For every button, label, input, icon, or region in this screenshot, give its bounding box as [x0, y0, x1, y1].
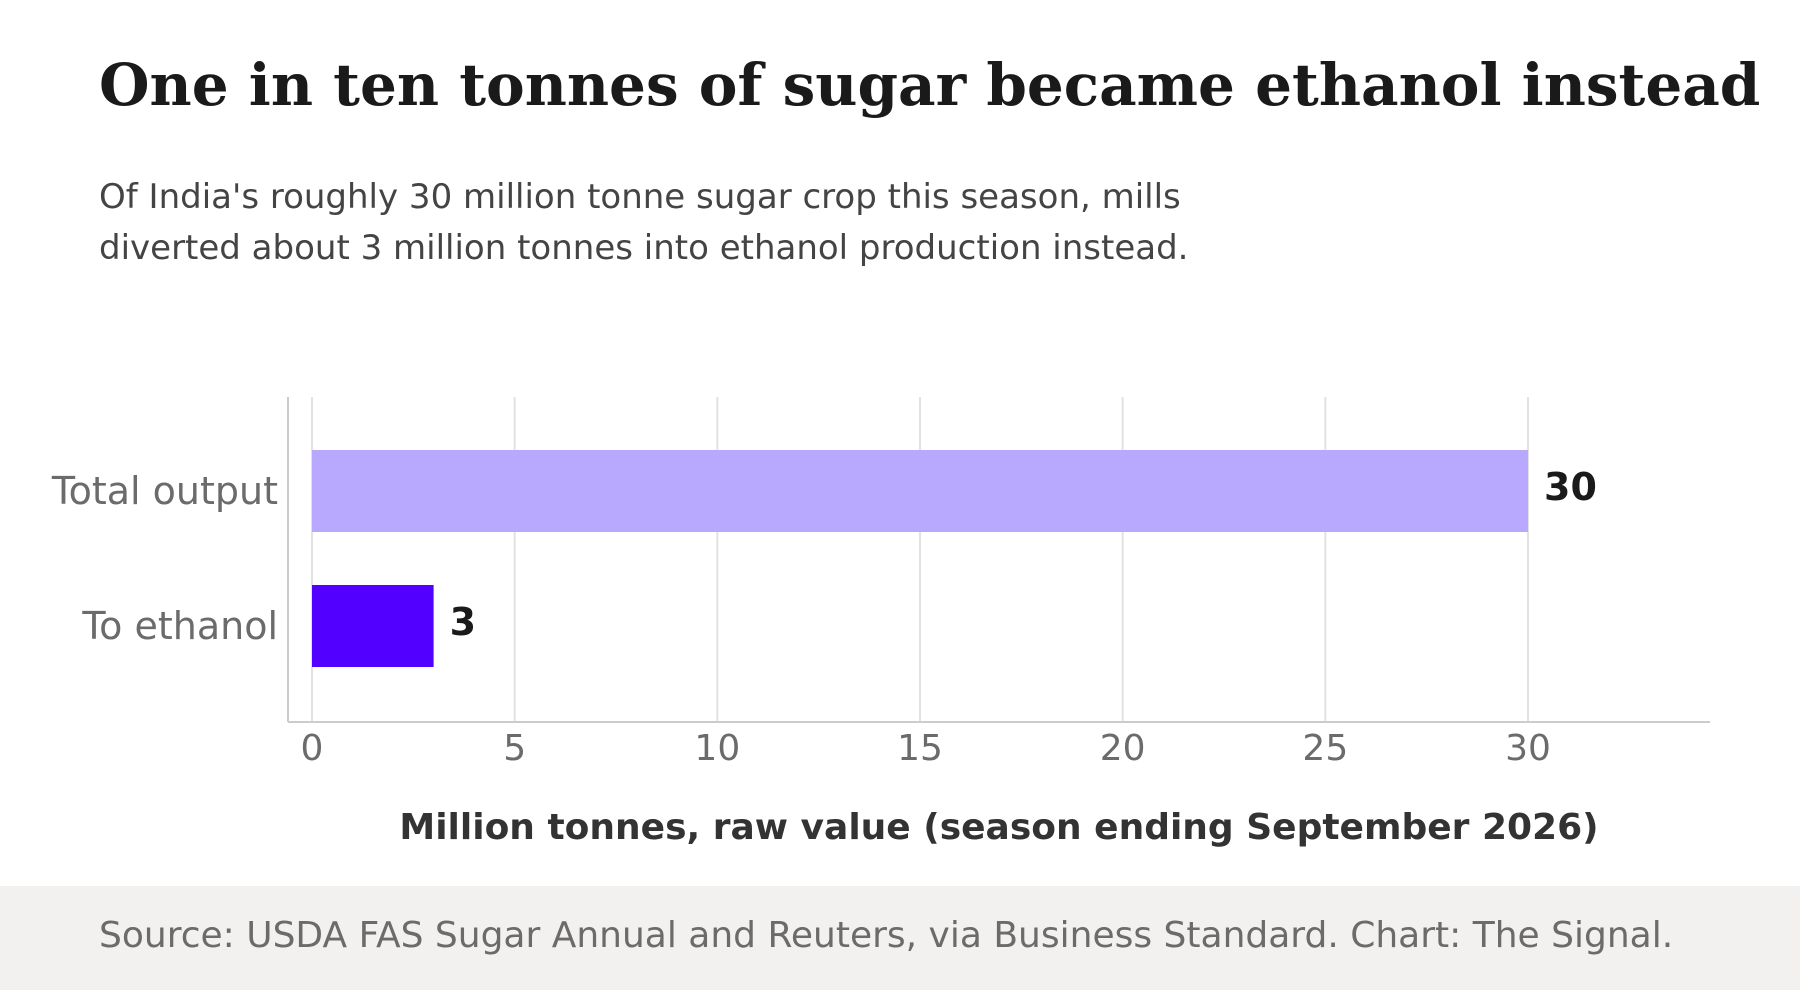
footer: Source: USDA FAS Sugar Annual and Reuter… — [0, 886, 1800, 990]
x-tick-label: 5 — [503, 728, 526, 769]
x-tick-label: 20 — [1100, 728, 1146, 769]
x-tick-label: 0 — [301, 728, 324, 769]
x-tick-label: 10 — [694, 728, 740, 769]
bars — [312, 450, 1528, 667]
category-label: Total output — [51, 469, 278, 513]
category-label: To ethanol — [81, 604, 278, 648]
source-note: Source: USDA FAS Sugar Annual and Reuter… — [99, 915, 1674, 956]
x-axis-title: Million tonnes, raw value (season ending… — [399, 807, 1598, 848]
value-labels: 30 3 — [450, 465, 1597, 644]
x-tick-label: 25 — [1302, 728, 1348, 769]
category-labels: Total output To ethanol — [51, 469, 278, 648]
x-tick-labels: 0 5 10 15 20 25 30 — [301, 728, 1551, 769]
value-label: 30 — [1544, 465, 1597, 509]
gridlines — [311, 397, 1529, 722]
bar-to-ethanol — [312, 585, 434, 667]
chart-title: One in ten tonnes of sugar became ethano… — [99, 51, 1761, 119]
value-label: 3 — [450, 600, 476, 644]
chart-subtitle: Of India's roughly 30 million tonne suga… — [99, 177, 1189, 268]
bar-total-output — [312, 450, 1528, 532]
x-tick-label: 30 — [1505, 728, 1551, 769]
x-tick-label: 15 — [897, 728, 943, 769]
